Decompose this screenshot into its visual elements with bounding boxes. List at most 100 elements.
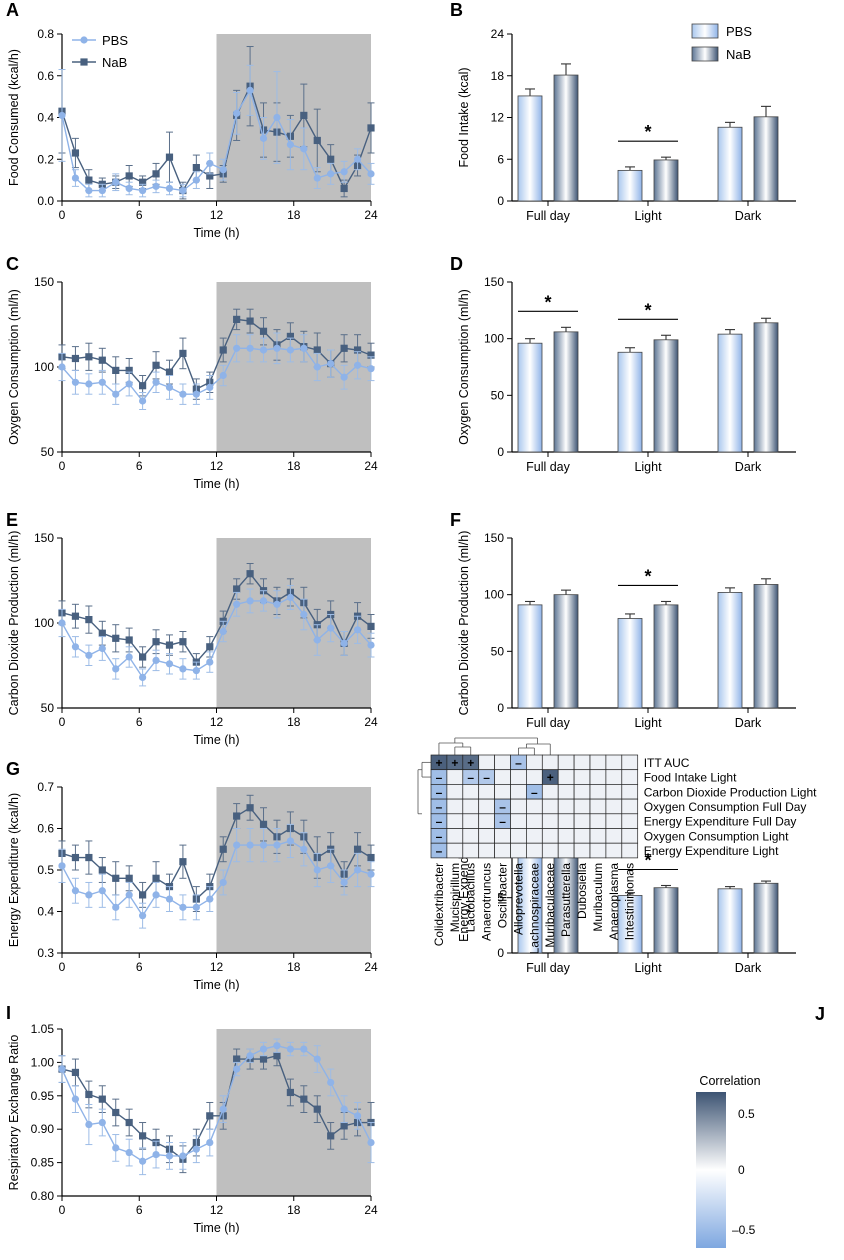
data-point: [98, 378, 106, 386]
cell-sign: –: [436, 815, 443, 829]
data-point: [179, 903, 187, 911]
data-point: [286, 1045, 294, 1053]
x-tick-label: 0: [59, 459, 66, 473]
data-point: [233, 1065, 241, 1073]
x-tick-label: 18: [287, 715, 301, 729]
data-point: [219, 166, 227, 174]
data-point: [85, 1090, 93, 1099]
data-point: [233, 315, 241, 323]
significance-star: *: [644, 566, 651, 586]
data-point: [313, 1055, 321, 1063]
data-point: [286, 141, 294, 149]
y-axis-label: Food Consumed (kcal/h): [7, 49, 21, 186]
data-point: [85, 353, 93, 361]
data-point: [273, 1042, 281, 1050]
data-point: [71, 643, 80, 651]
y-tick-label: 100: [34, 360, 54, 374]
column-label: Intestinimonas: [623, 863, 637, 940]
y-tick-label: 0: [497, 445, 504, 459]
data-point: [340, 184, 348, 193]
y-tick-label: 100: [484, 588, 504, 602]
heatmap-cell: [573, 754, 591, 771]
data-point: [125, 380, 133, 388]
heatmap-cell: [589, 842, 607, 859]
column-label: Lachnospiraceae: [527, 863, 541, 955]
data-point: [367, 870, 375, 878]
panel-b: B 0 6 12 18 24 Food Intake (kcal) Full day Light…: [450, 0, 796, 223]
y-tick-label: 0.95: [31, 1089, 55, 1103]
significance-star: *: [644, 300, 651, 320]
data-point: [300, 1095, 308, 1103]
heatmap-cell: [589, 798, 607, 815]
data-point: [300, 145, 308, 153]
data-point: [112, 1144, 120, 1152]
row-label: Oxygen Consumption Full Day: [644, 800, 807, 814]
legend-label: NaB: [726, 47, 751, 62]
panel-letter: C: [6, 254, 19, 274]
panel-letter: D: [450, 254, 463, 274]
panel-letter: G: [6, 759, 20, 779]
data-point: [259, 820, 268, 828]
row-label: ITT AUC: [644, 756, 690, 770]
heatmap-cell: [573, 828, 591, 844]
data-point: [112, 178, 120, 186]
bar-pbs: [717, 888, 743, 954]
y-tick-label: 18: [491, 69, 505, 83]
data-point: [125, 874, 133, 882]
panel-letter: A: [6, 0, 19, 20]
data-point: [246, 317, 254, 325]
x-tick-label: 6: [136, 1203, 143, 1217]
y-tick-label: 150: [484, 275, 504, 289]
legend-label: PBS: [726, 24, 752, 39]
heatmap-cell: [526, 828, 543, 844]
data-point: [327, 155, 335, 163]
heatmap-cell: [621, 798, 639, 815]
colorbar-tick: 0.5: [738, 1107, 755, 1121]
x-tick-label: 12: [210, 1203, 224, 1217]
data-point: [259, 346, 268, 354]
category-label: Full day: [526, 460, 571, 474]
category-label: Light: [634, 716, 662, 730]
category-label: Dark: [735, 209, 762, 223]
cell-sign: –: [467, 771, 474, 785]
category-label: Full day: [526, 209, 571, 223]
data-point: [367, 641, 375, 649]
data-point: [192, 1145, 200, 1153]
data-point: [206, 159, 214, 168]
data-point: [259, 841, 268, 849]
cell-sign: –: [499, 800, 506, 814]
data-point: [259, 1045, 268, 1053]
y-tick-label: 0: [497, 194, 504, 208]
data-point: [286, 837, 294, 845]
y-tick-label: 1.00: [31, 1055, 55, 1069]
data-point: [206, 658, 214, 666]
heatmap-cell: [510, 842, 527, 859]
heatmap-cell: [462, 784, 480, 800]
data-point: [273, 600, 281, 608]
data-point: [367, 365, 375, 373]
heatmap-cell: [541, 798, 559, 815]
bar-nab: [753, 584, 779, 709]
data-point: [165, 895, 174, 903]
data-point: [300, 845, 308, 853]
cell-sign: +: [467, 756, 474, 770]
data-point: [139, 653, 147, 661]
x-tick-label: 0: [59, 960, 66, 974]
y-tick-label: 0.4: [37, 111, 54, 125]
y-tick-label: 0.3: [37, 946, 54, 960]
heatmap-cell: [621, 828, 639, 844]
data-point: [340, 1122, 348, 1130]
x-tick-label: 24: [364, 715, 378, 729]
heatmap-cell: [589, 828, 607, 844]
bar-pbs: [517, 604, 543, 709]
data-point: [71, 1068, 80, 1077]
significance-star: *: [644, 122, 651, 142]
data-point: [219, 845, 227, 853]
data-point: [192, 164, 200, 172]
x-axis-label: Time (h): [193, 226, 239, 240]
data-point: [71, 378, 80, 386]
dark-phase-shading: [216, 282, 371, 452]
y-tick-label: 50: [491, 644, 505, 658]
column-label: Oscillibacter: [496, 863, 510, 928]
y-tick-label: 6: [497, 152, 504, 166]
